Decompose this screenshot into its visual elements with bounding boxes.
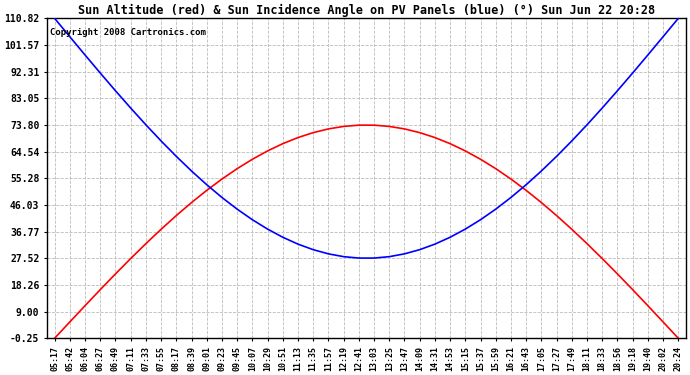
Text: Copyright 2008 Cartronics.com: Copyright 2008 Cartronics.com bbox=[50, 28, 206, 37]
Title: Sun Altitude (red) & Sun Incidence Angle on PV Panels (blue) (°) Sun Jun 22 20:2: Sun Altitude (red) & Sun Incidence Angle… bbox=[78, 4, 655, 17]
